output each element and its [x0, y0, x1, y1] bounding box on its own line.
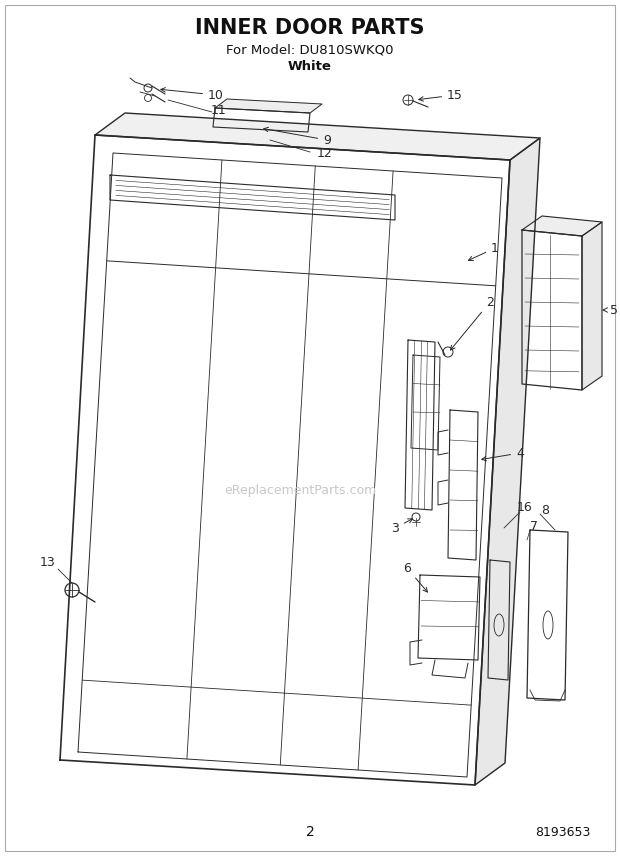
Text: eReplacementParts.com: eReplacementParts.com [224, 484, 376, 496]
Polygon shape [582, 222, 602, 390]
Text: 1: 1 [469, 241, 499, 260]
Text: White: White [288, 60, 332, 73]
Polygon shape [95, 113, 540, 160]
Polygon shape [215, 99, 322, 113]
Text: For Model: DU810SWKQ0: For Model: DU810SWKQ0 [226, 44, 394, 56]
Text: 16: 16 [517, 501, 533, 514]
Text: 7: 7 [530, 520, 538, 533]
Text: 2: 2 [451, 295, 494, 350]
Text: 6: 6 [403, 562, 428, 592]
Text: 11: 11 [211, 104, 227, 116]
Text: INNER DOOR PARTS: INNER DOOR PARTS [195, 18, 425, 38]
Text: 12: 12 [317, 146, 333, 159]
Text: 4: 4 [482, 447, 524, 461]
Text: 5: 5 [603, 304, 618, 317]
Text: 10: 10 [161, 87, 224, 102]
Polygon shape [522, 216, 602, 236]
Text: 8: 8 [541, 503, 549, 516]
Polygon shape [475, 138, 540, 785]
Text: 8193653: 8193653 [534, 825, 590, 839]
Text: 15: 15 [419, 88, 463, 102]
Text: 2: 2 [306, 825, 314, 839]
Text: 9: 9 [264, 128, 331, 146]
Text: 13: 13 [40, 556, 56, 568]
Text: 3: 3 [391, 519, 412, 534]
